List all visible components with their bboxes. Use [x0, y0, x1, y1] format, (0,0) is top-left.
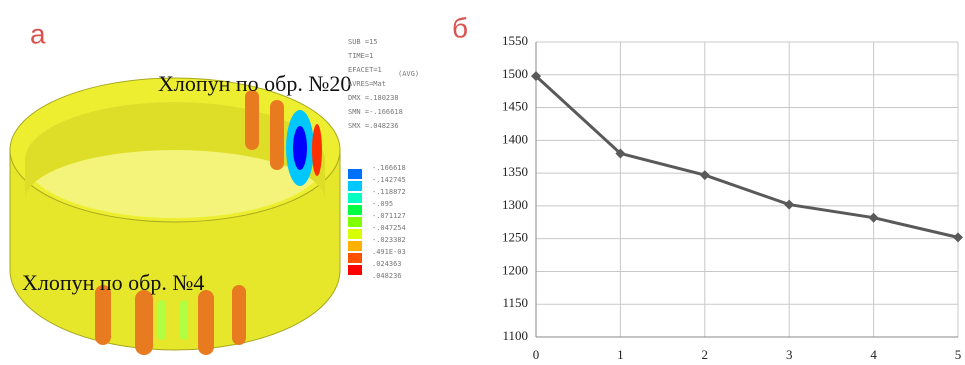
legend-label: .048236 [372, 272, 402, 280]
stripe [232, 285, 246, 345]
y-tick-label: 1450 [502, 99, 528, 114]
legend-swatch [348, 217, 362, 227]
legend-label: .491E-03 [372, 248, 406, 256]
stripe [245, 90, 259, 150]
stripe [270, 100, 284, 170]
stripe [198, 290, 214, 355]
stripe [180, 300, 188, 340]
x-tick-label: 5 [955, 347, 962, 362]
x-tick-label: 0 [533, 347, 540, 362]
legend-label: -.166618 [372, 164, 406, 172]
legend-label: -.047254 [372, 224, 406, 232]
panel-label: б [452, 12, 468, 43]
annotation: Хлопун по обр. №20 [158, 71, 351, 96]
legend-swatch [348, 181, 362, 191]
legend-label: -.095 [372, 200, 393, 208]
stripe [158, 300, 166, 340]
buckle-core [293, 126, 307, 170]
legend-swatch [348, 229, 362, 239]
marker [700, 170, 710, 180]
y-tick-label: 1500 [502, 66, 528, 81]
y-tick-label: 1550 [502, 33, 528, 48]
y-tick-label: 1250 [502, 230, 528, 245]
legend-label: -.023382 [372, 236, 406, 244]
marker [784, 200, 794, 210]
x-tick-label: 3 [786, 347, 793, 362]
line [536, 76, 958, 237]
info-line: SMN =-.166618 [348, 108, 403, 116]
x-tick-label: 4 [870, 347, 877, 362]
y-tick-label: 1150 [502, 295, 528, 310]
legend-swatch [348, 253, 362, 263]
panel-label: а [30, 18, 46, 49]
info-line: DMX =.180238 [348, 94, 399, 102]
y-tick-label: 1200 [502, 262, 528, 277]
info-line: SMX =.048236 [348, 122, 399, 130]
annotation: Хлопун по обр. №4 [22, 270, 204, 295]
legend-label: -.118872 [372, 188, 406, 196]
ring-render [10, 78, 340, 355]
buckle-edge [312, 124, 322, 176]
legend-label: .024363 [372, 260, 402, 268]
y-tick-label: 1350 [502, 164, 528, 179]
info-line: SUB =15 [348, 38, 378, 46]
legend-swatch [348, 265, 362, 275]
legend-swatch [348, 193, 362, 203]
info-line: TIME=1 [348, 52, 373, 60]
x-tick-label: 1 [617, 347, 624, 362]
marker [953, 232, 963, 242]
y-tick-label: 1300 [502, 197, 528, 212]
info-line: (AVG) [398, 70, 419, 78]
y-tick-label: 1100 [502, 328, 528, 343]
legend-swatch [348, 241, 362, 251]
info-line: EFACET=1 [348, 66, 382, 74]
legend-label: -.071127 [372, 212, 406, 220]
legend-swatch [348, 205, 362, 215]
y-tick-label: 1400 [502, 131, 528, 146]
stripe [135, 290, 153, 355]
legend-label: -.142745 [372, 176, 406, 184]
figure: а Хлопун по обр. №20 Хлопун по обр. №4 б… [0, 0, 965, 365]
legend-swatch [348, 169, 362, 179]
info-line: AVRES=Mat [348, 80, 386, 88]
marker [869, 213, 879, 223]
x-tick-label: 2 [702, 347, 709, 362]
